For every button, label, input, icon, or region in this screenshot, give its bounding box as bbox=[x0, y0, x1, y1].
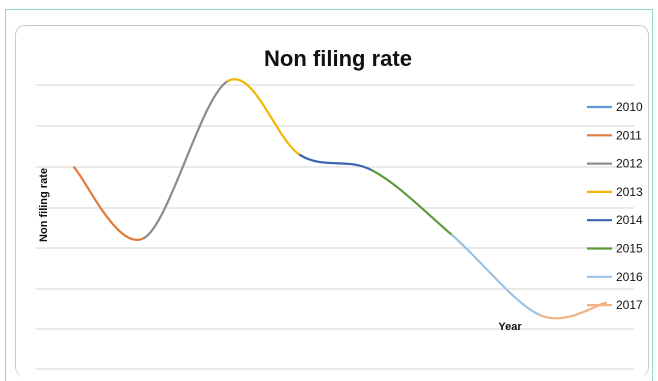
series-line-2013 bbox=[226, 78, 302, 157]
series-line-2015 bbox=[370, 169, 454, 237]
legend-label-2014: 2014 bbox=[616, 213, 643, 227]
series-line-2012 bbox=[142, 79, 230, 240]
series-line-2011 bbox=[72, 166, 146, 242]
legend-label-2016: 2016 bbox=[616, 270, 643, 284]
legend-label-2013: 2013 bbox=[616, 185, 643, 199]
legend: 2010 2011 2012 2013 2014 2015 2016 2017 bbox=[587, 100, 643, 312]
legend-label-2010: 2010 bbox=[616, 100, 643, 114]
series-lines bbox=[72, 78, 608, 320]
legend-label-2011: 2011 bbox=[616, 128, 642, 142]
legend-label-2015: 2015 bbox=[616, 242, 643, 256]
series-line-2017 bbox=[538, 301, 608, 320]
series-line-2016 bbox=[450, 233, 542, 317]
gridlines bbox=[36, 84, 634, 370]
chart-title: Non filing rate bbox=[264, 46, 412, 71]
chart-area bbox=[15, 25, 649, 377]
x-axis-label: Year bbox=[498, 321, 522, 333]
series-line-2014 bbox=[298, 153, 374, 172]
y-axis-label: Non filing rate bbox=[38, 168, 50, 242]
legend-label-2012: 2012 bbox=[616, 157, 643, 171]
legend-label-2017: 2017 bbox=[616, 298, 643, 312]
